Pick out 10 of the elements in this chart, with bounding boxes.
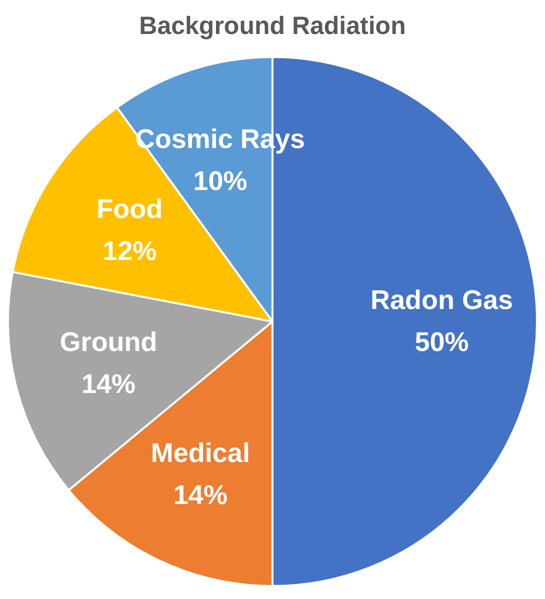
chart-title: Background Radiation [139,12,406,40]
data-label: 14% [82,369,136,400]
data-label: 50% [414,326,469,357]
slice-label: Food [96,194,163,224]
data-label: 14% [173,480,228,510]
slice-label: Ground [60,327,158,358]
data-label: 10% [193,166,248,196]
slice-label: Medical [150,438,250,468]
data-label: 12% [102,236,157,266]
slice-label: Radon Gas [370,284,514,315]
